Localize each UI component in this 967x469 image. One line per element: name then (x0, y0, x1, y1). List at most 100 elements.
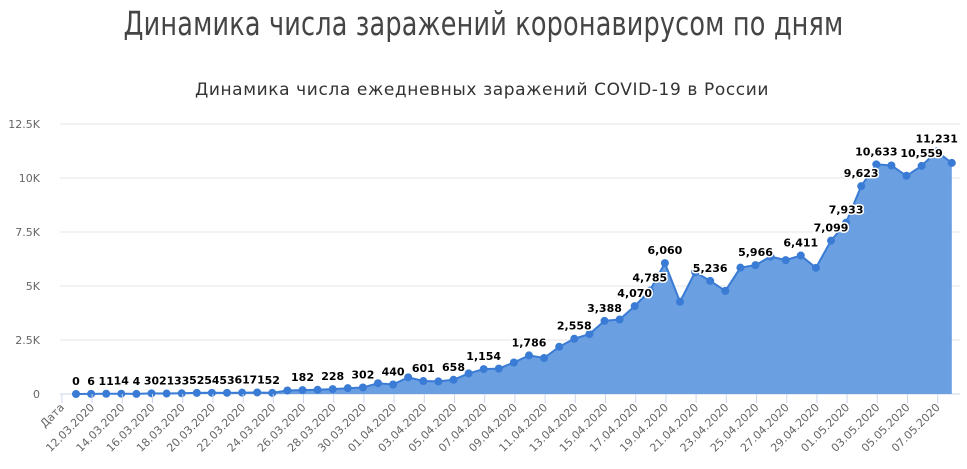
data-point (253, 388, 262, 397)
data-point (947, 158, 956, 167)
y-tick-label: 7.5K (15, 226, 40, 239)
data-label: 601 (412, 362, 435, 375)
data-point (902, 171, 911, 180)
data-point (313, 385, 322, 394)
data-label: 228 (321, 370, 344, 383)
data-point (192, 388, 201, 397)
data-point (238, 388, 247, 397)
chart-title: Динамика числа ежедневных заражений COVI… (195, 80, 769, 100)
data-point (464, 369, 473, 378)
data-point (87, 389, 96, 398)
data-point (872, 160, 881, 169)
data-point (525, 351, 533, 360)
data-point (449, 375, 458, 384)
data-point (645, 286, 654, 295)
data-point (147, 389, 156, 398)
data-label: 14 (114, 375, 130, 388)
data-point (827, 236, 835, 245)
data-label: 5,966 (738, 246, 773, 259)
y-tick-label: 2.5K (15, 334, 40, 347)
data-label: 440 (382, 365, 405, 378)
y-tick-label: 12.5K (8, 118, 40, 131)
data-label: 52 (189, 374, 204, 387)
data-point (132, 389, 141, 398)
y-tick-label: 0 (33, 388, 40, 401)
data-label: 1,154 (466, 350, 501, 363)
data-point (72, 390, 80, 398)
data-point (600, 316, 609, 325)
data-point (509, 358, 518, 367)
data-point (162, 389, 171, 398)
data-label: 302 (351, 368, 374, 381)
data-label: 11,231 (915, 132, 957, 145)
y-tick-label: 10K (19, 172, 41, 185)
data-point (283, 386, 292, 395)
data-label: 3,388 (587, 302, 622, 315)
data-label: 9,623 (844, 167, 879, 180)
data-point (706, 276, 715, 285)
data-label: 7,933 (829, 204, 864, 217)
data-label: 4,785 (632, 272, 667, 285)
data-label: 2,558 (557, 320, 592, 333)
data-point (177, 389, 186, 398)
data-point (102, 389, 111, 398)
data-point (691, 268, 700, 277)
data-label: 4,070 (617, 287, 652, 300)
data-label: 53 (219, 374, 234, 387)
data-label: 11 (99, 375, 114, 388)
data-point (343, 384, 352, 393)
data-point (434, 377, 443, 386)
data-point (207, 388, 216, 397)
data-label: 1,786 (512, 336, 547, 349)
data-point (358, 383, 367, 392)
data-label: 30 (144, 374, 160, 387)
y-tick-label: 5K (26, 280, 41, 293)
data-point (479, 365, 488, 374)
data-point (751, 261, 760, 270)
data-point (555, 342, 564, 351)
data-point (268, 388, 277, 397)
page-title: Динамика числа заражений коронавирусом п… (123, 4, 844, 43)
data-point (781, 256, 790, 265)
data-label: 182 (291, 371, 314, 384)
data-point (298, 386, 307, 395)
data-point (117, 389, 126, 398)
data-point (328, 385, 337, 394)
data-label: 33 (174, 374, 189, 387)
data-label: 658 (442, 361, 465, 374)
data-point (615, 315, 624, 324)
data-label: 71 (250, 373, 265, 386)
data-label: 54 (204, 374, 220, 387)
data-point (932, 147, 941, 156)
data-point (917, 161, 926, 170)
data-label: 21 (159, 375, 174, 388)
data-point (374, 379, 382, 388)
data-label: 10,559 (900, 147, 942, 160)
data-label: 6,411 (783, 237, 818, 250)
data-point (721, 286, 730, 295)
data-label: 4 (133, 375, 141, 388)
data-point (223, 388, 231, 397)
data-label: 5,236 (693, 262, 728, 275)
data-point (540, 353, 549, 362)
data-label: 61 (234, 374, 249, 387)
series-area (76, 151, 952, 394)
data-point (570, 334, 579, 343)
data-point (796, 251, 805, 260)
data-point (887, 161, 896, 170)
data-point (389, 380, 398, 389)
data-point (676, 297, 684, 306)
data-point (736, 263, 745, 272)
data-label: 10,633 (855, 145, 897, 158)
data-point (660, 259, 669, 268)
data-point (404, 373, 413, 382)
data-point (494, 364, 503, 373)
data-label: 52 (265, 374, 280, 387)
data-label: 6,060 (648, 244, 683, 257)
data-point (585, 330, 594, 339)
data-label: 0 (72, 375, 80, 388)
data-point (811, 263, 820, 272)
data-label: 7,099 (814, 222, 849, 235)
data-point (630, 302, 639, 311)
